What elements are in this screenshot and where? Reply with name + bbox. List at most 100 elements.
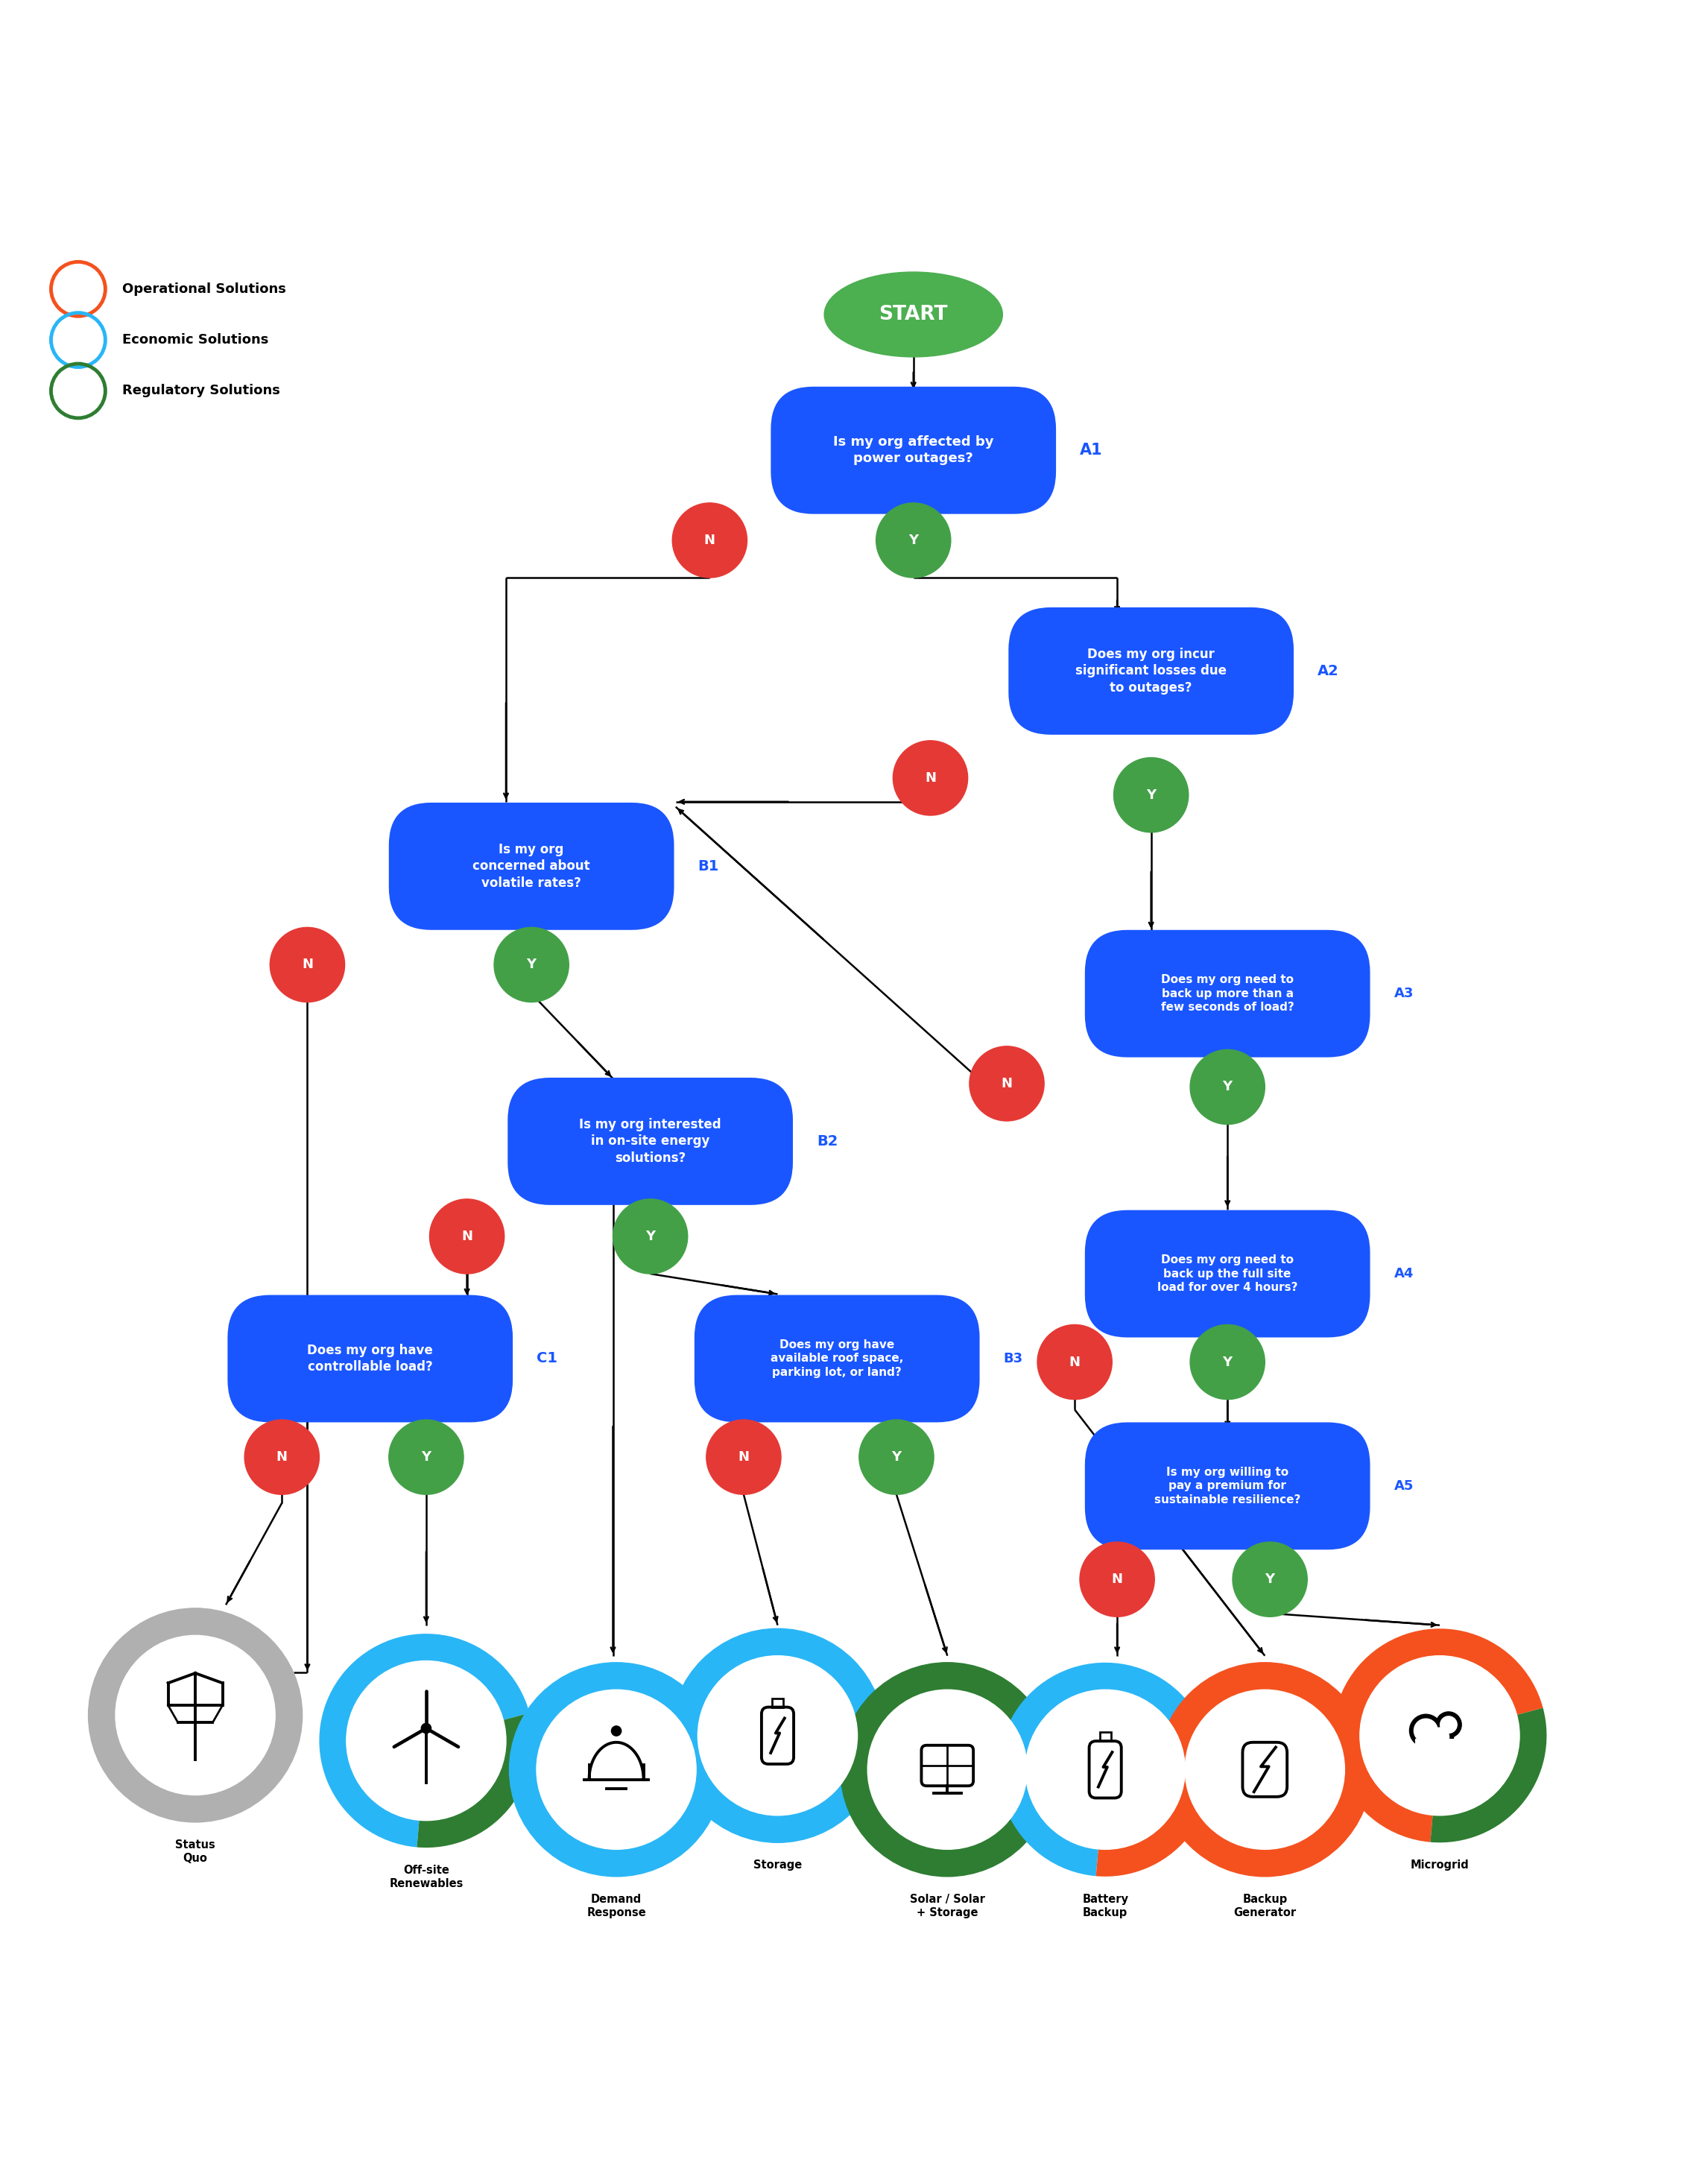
Circle shape [1360,1657,1520,1815]
Circle shape [671,1628,885,1844]
Text: A3: A3 [1394,987,1414,1000]
Text: Is my org willing to
pay a premium for
sustainable resilience?: Is my org willing to pay a premium for s… [1155,1467,1301,1504]
FancyBboxPatch shape [507,1078,793,1204]
Text: Does my org need to
back up the full site
load for over 4 hours?: Does my org need to back up the full sit… [1158,1254,1298,1294]
FancyBboxPatch shape [1085,1422,1370,1550]
Text: N: N [1112,1572,1122,1587]
Text: N: N [461,1230,473,1244]
FancyBboxPatch shape [1085,930,1370,1057]
Circle shape [430,1200,504,1274]
Text: A2: A2 [1317,663,1339,678]
Text: Does my org need to
back up more than a
few seconds of load?: Does my org need to back up more than a … [1161,974,1295,1013]
FancyBboxPatch shape [770,387,1056,513]
Circle shape [347,1661,506,1820]
Text: Does my org incur
significant losses due
to outages?: Does my org incur significant losses due… [1076,648,1226,694]
FancyBboxPatch shape [227,1296,512,1422]
Text: Is my org interested
in on-site energy
solutions?: Is my org interested in on-site energy s… [579,1117,721,1165]
Wedge shape [1332,1628,1542,1841]
Text: B2: B2 [816,1135,839,1148]
Circle shape [970,1046,1044,1122]
Text: Y: Y [1266,1572,1274,1587]
Circle shape [699,1657,857,1815]
Text: Demand
Response: Demand Response [586,1894,646,1917]
Text: Y: Y [1146,789,1156,802]
Text: Y: Y [422,1450,430,1463]
Circle shape [422,1724,430,1733]
Text: Status
Quo: Status Quo [176,1839,215,1863]
Circle shape [859,1420,934,1494]
Circle shape [868,1689,1027,1850]
Circle shape [116,1635,275,1796]
Text: Operational Solutions: Operational Solutions [123,283,287,296]
Text: Y: Y [909,533,919,548]
Text: Storage: Storage [753,1859,803,1870]
Wedge shape [1097,1741,1213,1876]
Text: Regulatory Solutions: Regulatory Solutions [123,385,280,398]
Circle shape [244,1420,319,1494]
Text: N: N [277,1450,287,1463]
Text: Is my org affected by
power outages?: Is my org affected by power outages? [834,435,994,465]
Wedge shape [417,1713,533,1848]
Circle shape [1440,1715,1457,1733]
Circle shape [389,1420,463,1494]
Circle shape [1185,1689,1344,1850]
Circle shape [89,1609,302,1822]
FancyBboxPatch shape [1414,1739,1464,1761]
Text: N: N [704,533,716,548]
Circle shape [1079,1541,1155,1617]
Text: Microgrid: Microgrid [1411,1859,1469,1870]
Text: Is my org
concerned about
volatile rates?: Is my org concerned about volatile rates… [473,844,591,889]
Text: C1: C1 [536,1352,557,1365]
Circle shape [1414,1720,1438,1744]
FancyBboxPatch shape [1085,1211,1370,1337]
Wedge shape [1430,1709,1547,1844]
Wedge shape [997,1663,1209,1876]
Text: A4: A4 [1394,1267,1414,1280]
Text: Y: Y [1223,1080,1233,1094]
Circle shape [613,1200,688,1274]
FancyBboxPatch shape [1008,607,1293,735]
Text: Backup
Generator: Backup Generator [1233,1894,1296,1917]
Text: Y: Y [892,1450,902,1463]
Text: N: N [302,959,313,972]
Text: A5: A5 [1394,1478,1414,1494]
Text: Battery
Backup: Battery Backup [1083,1894,1129,1917]
Circle shape [494,928,569,1002]
Circle shape [1430,1728,1448,1746]
Circle shape [1158,1663,1372,1876]
Circle shape [1114,757,1189,833]
Text: START: START [880,304,948,324]
Text: Y: Y [1223,1354,1233,1370]
Ellipse shape [825,272,1003,357]
Text: N: N [738,1450,750,1463]
Text: Does my org have
available roof space,
parking lot, or land?: Does my org have available roof space, p… [770,1339,904,1378]
Text: Off-site
Renewables: Off-site Renewables [389,1865,463,1889]
Circle shape [536,1689,697,1850]
Circle shape [876,502,951,578]
FancyBboxPatch shape [695,1296,980,1422]
Text: N: N [1001,1076,1013,1091]
Circle shape [270,928,345,1002]
FancyBboxPatch shape [389,802,675,930]
Circle shape [1037,1324,1112,1400]
Text: Economic Solutions: Economic Solutions [123,333,268,346]
Text: Y: Y [646,1230,656,1244]
Circle shape [1436,1711,1462,1737]
Circle shape [1409,1715,1442,1748]
Text: B3: B3 [1003,1352,1023,1365]
Wedge shape [319,1633,529,1848]
Circle shape [893,741,968,815]
Text: B1: B1 [699,859,719,874]
Circle shape [673,502,746,578]
Text: N: N [1069,1354,1079,1370]
Text: Solar / Solar
+ Storage: Solar / Solar + Storage [910,1894,986,1917]
Circle shape [1025,1689,1185,1850]
Circle shape [707,1420,781,1494]
Circle shape [1426,1724,1454,1750]
Circle shape [509,1663,722,1876]
Text: A1: A1 [1079,443,1103,459]
Text: Does my org have
controllable load?: Does my org have controllable load? [307,1344,434,1374]
Text: N: N [924,772,936,785]
Circle shape [1233,1541,1307,1617]
Circle shape [840,1663,1054,1876]
